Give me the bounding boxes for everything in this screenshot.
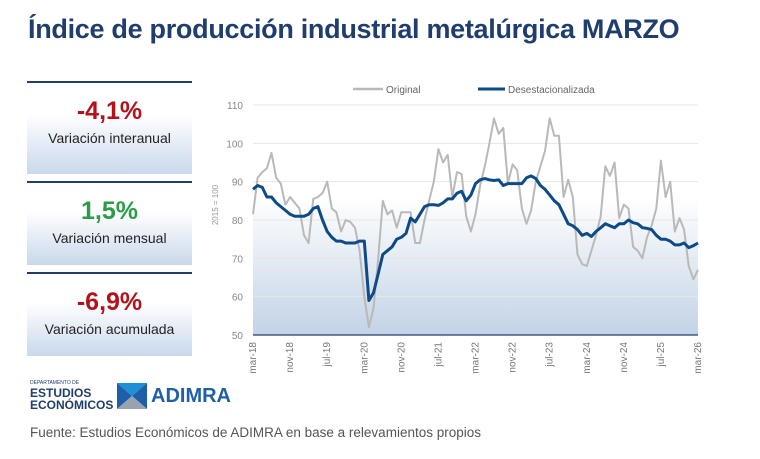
x-tick-label: jul-19: [322, 342, 333, 368]
y-tick-label: 100: [226, 139, 243, 150]
source-footer: Fuente: Estudios Económicos de ADIMRA en…: [30, 425, 481, 440]
y-axis-label: 2015 = 100: [211, 184, 220, 225]
x-tick-label: mar-18: [248, 342, 259, 374]
x-tick-label: jul-23: [545, 342, 556, 368]
y-tick-label: 80: [232, 216, 244, 227]
adimra-logo: ADIMRA: [117, 383, 231, 409]
card-label: Variación interanual: [48, 130, 171, 146]
y-tick-label: 110: [227, 101, 243, 112]
card-variacion-acumulada: -6,9% Variación acumulada: [27, 272, 192, 356]
x-tick-label: mar-20: [359, 342, 370, 374]
x-tick-label: nov-18: [285, 342, 296, 373]
x-tick-label: nov-22: [508, 342, 519, 373]
logo-dept-line1: ESTUDIOS: [30, 386, 92, 400]
x-tick-label: nov-20: [396, 342, 407, 373]
estudios-economicos-logo: DEPARTAMENTO DE ESTUDIOS ECONÓMICOS: [30, 380, 113, 411]
legend-original-label: Original: [386, 85, 420, 96]
x-tick-label: jul-25: [656, 342, 667, 368]
y-tick-label: 90: [232, 178, 244, 189]
logo-dept-small: DEPARTAMENTO DE: [30, 380, 80, 386]
x-tick-label: jul-21: [433, 342, 444, 368]
y-tick-label: 70: [232, 254, 244, 265]
card-label: Variación acumulada: [44, 321, 175, 337]
card-variacion-interanual: -4,1% Variación interanual: [27, 81, 192, 174]
card-value: -4,1%: [76, 97, 143, 125]
card-value: 1,5%: [81, 197, 138, 225]
legend-desestacionalizada-label: Desestacionalizada: [508, 85, 595, 96]
series-original-line: [252, 117, 699, 329]
x-tick-label: mar-24: [582, 342, 593, 374]
line-chart: 50 60 70 80 90 100 110 mar-18 nov-18 jul-19 mar-2…: [211, 85, 704, 374]
legend: Original Desestacionalizada: [353, 85, 595, 96]
card-value: -6,9%: [76, 288, 143, 316]
y-tick-label: 50: [232, 331, 244, 342]
x-tick-label: nov-24: [619, 342, 630, 373]
logo-dept-line2: ECONÓMICOS: [30, 398, 114, 412]
adimra-emblem-icon: [117, 383, 147, 409]
page-title: Índice de producción industrial metalúrg…: [28, 14, 680, 44]
logo-adimra-text: ADIMRA: [151, 384, 231, 407]
y-tick-label: 60: [232, 293, 244, 304]
x-tick-label: mar-22: [471, 342, 482, 374]
x-tick-label: mar-26: [693, 342, 704, 374]
series-desestacionalizada-line: [252, 174, 699, 302]
card-label: Variación mensual: [52, 230, 167, 246]
card-variacion-mensual: 1,5% Variación mensual: [27, 181, 192, 265]
